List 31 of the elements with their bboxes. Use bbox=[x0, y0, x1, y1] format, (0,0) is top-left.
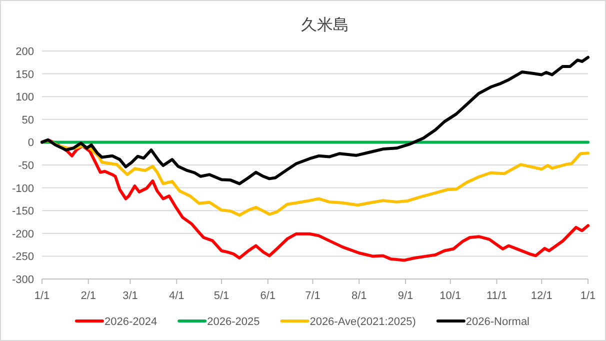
y-tick-label: 200 bbox=[16, 46, 34, 58]
x-tick-label: 7/1 bbox=[305, 290, 320, 302]
x-tick-label: 10/1 bbox=[440, 290, 462, 302]
y-tick-label: 0 bbox=[28, 137, 34, 150]
x-tick-label: 6/1 bbox=[260, 290, 276, 302]
y-tick-label: -150 bbox=[12, 206, 34, 218]
line-series bbox=[40, 56, 590, 186]
x-tick-label: 4/1 bbox=[168, 290, 184, 302]
y-tick-label: -200 bbox=[12, 228, 34, 240]
x-tick-label: 12/1 bbox=[530, 290, 552, 302]
y-tick-label: 150 bbox=[16, 68, 34, 81]
x-tick-label: 5/1 bbox=[214, 290, 230, 302]
chart-title: 久米島 bbox=[301, 16, 349, 34]
legend-label: 2026-Normal bbox=[466, 316, 530, 328]
x-tick-label: 1/1 bbox=[34, 290, 50, 302]
x-tick-label: 9/1 bbox=[398, 290, 414, 302]
y-tick-label: -50 bbox=[18, 160, 34, 172]
x-tick-label: 8/1 bbox=[351, 290, 367, 302]
y-tick-label: 50 bbox=[22, 114, 34, 126]
line-series bbox=[40, 138, 590, 217]
x-tick-label: 1/1 bbox=[580, 290, 596, 302]
legend-label: 2026-2024 bbox=[104, 316, 158, 328]
y-tick-label: -250 bbox=[12, 251, 34, 264]
y-tick-label: 100 bbox=[16, 92, 34, 104]
x-tick-label: 11/1 bbox=[486, 290, 508, 302]
legend-label: 2026-Ave(2021:2025) bbox=[310, 316, 416, 328]
y-tick-label: -100 bbox=[12, 182, 34, 195]
x-tick-label: 3/1 bbox=[122, 290, 138, 302]
y-tick-label: -300 bbox=[12, 274, 34, 286]
legend-label: 2026-2025 bbox=[207, 316, 260, 328]
x-tick-label: 2/1 bbox=[80, 290, 96, 302]
